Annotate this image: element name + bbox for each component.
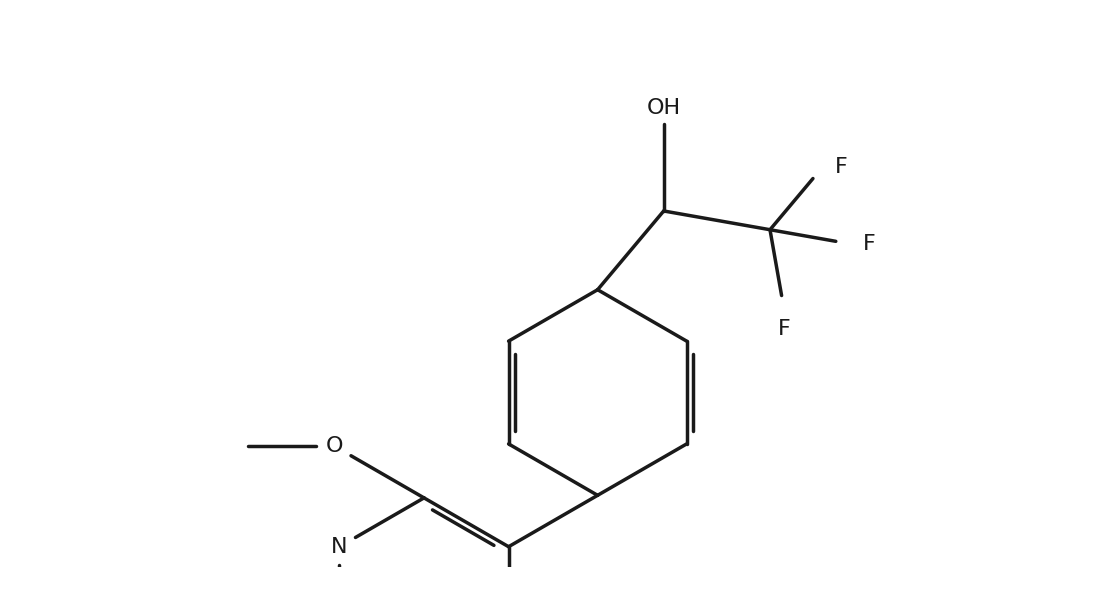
Text: O: O	[326, 436, 344, 457]
Text: F: F	[835, 157, 848, 177]
Text: OH: OH	[647, 98, 681, 118]
Text: F: F	[864, 234, 876, 254]
Text: N: N	[332, 537, 347, 557]
Text: F: F	[778, 319, 790, 339]
